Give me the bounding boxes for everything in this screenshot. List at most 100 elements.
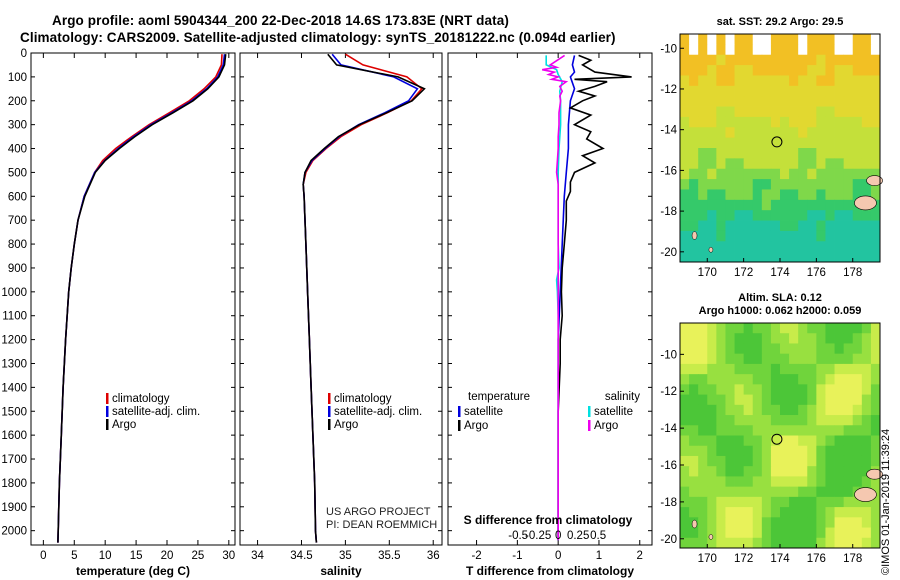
map-cell xyxy=(843,333,854,344)
map-cell xyxy=(825,199,835,211)
map-cell xyxy=(734,333,745,344)
map-cell xyxy=(752,106,763,118)
map-cell xyxy=(780,343,790,355)
map-y-tick-label: -16 xyxy=(660,460,677,472)
map-cell xyxy=(852,323,863,334)
map-cell xyxy=(698,323,708,334)
map-cell xyxy=(807,496,817,508)
map-cell xyxy=(834,137,845,149)
map-cell xyxy=(689,116,699,128)
map-cell xyxy=(725,189,735,201)
map-cell xyxy=(734,127,745,139)
map-cell xyxy=(852,179,863,190)
map-cell xyxy=(761,251,772,263)
s-axis-label: S difference from climatology xyxy=(464,513,633,527)
map-cell xyxy=(861,343,872,355)
map-cell xyxy=(752,230,763,242)
map-cell xyxy=(798,148,808,159)
map-cell xyxy=(680,189,690,201)
map-cell xyxy=(743,507,754,518)
map-cell xyxy=(825,445,835,457)
legend-label: Argo xyxy=(112,419,136,431)
map-cell xyxy=(734,353,745,365)
map-cell xyxy=(852,54,863,66)
map-cell xyxy=(825,158,835,170)
map-cell xyxy=(861,415,872,426)
map-cell xyxy=(725,517,735,528)
map-cell xyxy=(870,527,881,539)
map-cell xyxy=(798,323,808,334)
map-cell xyxy=(798,476,808,488)
depth-tick-label: 1200 xyxy=(1,335,27,347)
panel-frame xyxy=(447,52,653,546)
map-cell xyxy=(743,527,754,539)
map-cell xyxy=(843,230,854,242)
map-cell xyxy=(770,85,781,97)
x-axis-label: temperature (deg C) xyxy=(76,564,190,578)
map-cell xyxy=(725,486,735,498)
map-cell xyxy=(780,425,790,436)
legend-swatch xyxy=(588,406,591,417)
map-cell xyxy=(689,65,699,76)
map-cell xyxy=(798,425,808,436)
map-cell xyxy=(734,158,745,170)
map-cell xyxy=(689,44,699,56)
legend-label: satellite xyxy=(464,406,503,418)
map-cell xyxy=(861,466,872,477)
map-cell xyxy=(707,158,717,170)
map-cell xyxy=(698,466,708,477)
map-cell xyxy=(698,54,708,66)
map-cell xyxy=(770,435,781,447)
map-cell xyxy=(698,137,708,149)
depth-tick-label: 500 xyxy=(8,167,27,179)
map-cell xyxy=(807,148,817,159)
map-cell xyxy=(680,363,690,375)
map-cell xyxy=(680,476,690,488)
map-cell xyxy=(807,445,817,457)
map-y-tick-label: -14 xyxy=(660,125,677,137)
map-cell xyxy=(689,496,699,508)
map-cell xyxy=(789,343,799,355)
map-cell xyxy=(807,425,817,436)
map-cell xyxy=(716,199,726,211)
map-cell xyxy=(807,353,817,365)
depth-tick-label: 700 xyxy=(8,215,27,227)
map-cell xyxy=(707,230,717,242)
map-cell xyxy=(689,158,699,170)
map-cell xyxy=(843,537,854,549)
map-cell xyxy=(789,445,799,457)
map-cell xyxy=(716,394,726,406)
map-cell xyxy=(680,496,690,508)
map-cell xyxy=(689,210,699,221)
map-cell xyxy=(752,34,763,45)
map-cell xyxy=(743,230,754,242)
map-cell xyxy=(752,476,763,488)
x-tick-label: 5 xyxy=(71,550,77,562)
map-cell xyxy=(725,241,735,253)
map-cell xyxy=(689,455,699,467)
map-cell xyxy=(843,363,854,375)
x-tick-label: 34 xyxy=(251,550,264,562)
map-cell xyxy=(725,220,735,232)
map-cell xyxy=(707,537,717,549)
map-cell xyxy=(734,65,745,76)
map-cell xyxy=(752,537,763,549)
map-cell xyxy=(798,220,808,232)
map-cell xyxy=(752,404,763,416)
map-cell xyxy=(789,323,799,334)
map-cell xyxy=(852,116,863,128)
map-cell xyxy=(816,496,826,508)
map-cell xyxy=(734,394,745,406)
map-cell xyxy=(798,230,808,242)
x-tick-label: 34.5 xyxy=(290,550,312,562)
s-tick-label: -0.25 xyxy=(525,530,551,542)
map-cell xyxy=(852,148,863,159)
map-cell xyxy=(680,34,690,45)
map-cell xyxy=(743,251,754,263)
map-cell xyxy=(734,137,745,149)
map-cell xyxy=(680,507,690,518)
map-cell xyxy=(689,220,699,232)
map-cell xyxy=(834,466,845,477)
map-cell xyxy=(825,517,835,528)
